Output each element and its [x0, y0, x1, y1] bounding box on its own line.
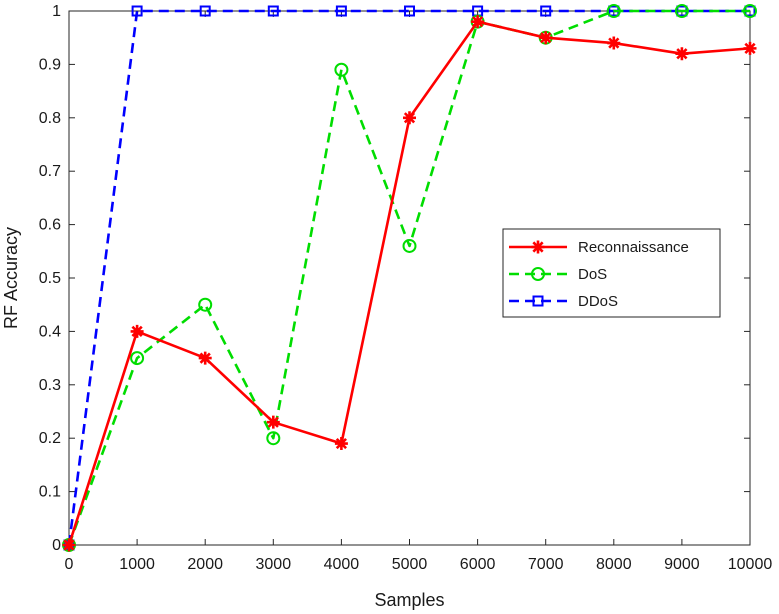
y-tick-label: 0.2 [39, 430, 61, 447]
x-tick-label: 1000 [119, 556, 155, 573]
data-point-ddos [404, 5, 415, 17]
x-tick-label: 7000 [528, 556, 564, 573]
data-point-ddos [199, 5, 211, 17]
data-point-reconnaissance [403, 111, 416, 125]
x-axis-title: Samples [374, 590, 444, 610]
legend-item-reconnaissance: Reconnaissance [509, 239, 689, 256]
legend-label: DDoS [578, 293, 618, 310]
data-point-dos [198, 297, 213, 312]
data-point-reconnaissance [539, 31, 553, 45]
data-point-dos [130, 351, 145, 366]
series-line-ddos [67, 9, 750, 546]
x-tick-label: 0 [65, 556, 74, 573]
legend-marker [531, 267, 545, 281]
data-point-dos [674, 4, 689, 18]
x-tick-label: 10000 [728, 556, 773, 573]
y-axis-ticks: 0 0.1 0.2 0.3 0.4 0.5 0.6 0.7 0.8 0.9 1 [39, 3, 750, 554]
y-tick-label: 0.3 [39, 377, 61, 394]
y-tick-label: 1 [52, 3, 61, 20]
data-point-ddos [267, 5, 279, 17]
series-line-dos [67, 9, 750, 546]
y-tick-label: 0.7 [39, 163, 61, 180]
legend-item-dos: DoS [509, 266, 607, 283]
legend-label: DoS [578, 266, 607, 283]
y-tick-label: 0.1 [39, 484, 61, 501]
legend-marker [532, 295, 544, 307]
data-point-reconnaissance [471, 15, 485, 29]
legend-item-ddos: DDoS [509, 293, 618, 310]
data-point-ddos [540, 5, 552, 17]
y-axis-title: RF Accuracy [1, 227, 21, 329]
x-tick-label: 4000 [324, 556, 360, 573]
series-reconnaissance [62, 15, 757, 552]
data-point-reconnaissance [130, 324, 144, 338]
x-tick-label: 5000 [392, 556, 428, 573]
legend: Reconnaissance DoS DDoS [502, 228, 721, 318]
data-point-reconnaissance [675, 47, 689, 61]
x-tick-label: 8000 [596, 556, 632, 573]
data-point-reconnaissance [62, 538, 76, 552]
series-layer [62, 4, 757, 552]
legend-marker [531, 240, 545, 254]
data-point-ddos [131, 5, 143, 17]
y-tick-label: 0 [52, 537, 61, 554]
data-point-ddos [335, 5, 347, 17]
y-tick-label: 0.8 [39, 110, 61, 127]
data-point-dos [402, 238, 417, 253]
y-tick-label: 0.4 [39, 323, 61, 340]
data-point-dos [334, 62, 349, 77]
y-tick-label: 0.5 [39, 270, 61, 287]
data-point-reconnaissance [607, 36, 621, 50]
data-point-reconnaissance [334, 437, 348, 451]
y-tick-label: 0.9 [39, 56, 61, 73]
data-point-reconnaissance [743, 41, 757, 55]
x-tick-label: 3000 [256, 556, 292, 573]
data-point-reconnaissance [266, 415, 280, 429]
x-tick-label: 9000 [664, 556, 700, 573]
x-tick-label: 6000 [460, 556, 496, 573]
data-point-reconnaissance [198, 351, 212, 365]
x-axis-ticks: 0 1000 2000 3000 4000 5000 6000 7000 8000 9000 100… [65, 11, 773, 573]
x-tick-label: 2000 [187, 556, 223, 573]
data-point-dos [266, 431, 281, 446]
legend-label: Reconnaissance [578, 239, 689, 256]
data-point-dos [743, 4, 757, 18]
data-point-dos [606, 4, 621, 18]
y-tick-label: 0.6 [39, 217, 61, 234]
